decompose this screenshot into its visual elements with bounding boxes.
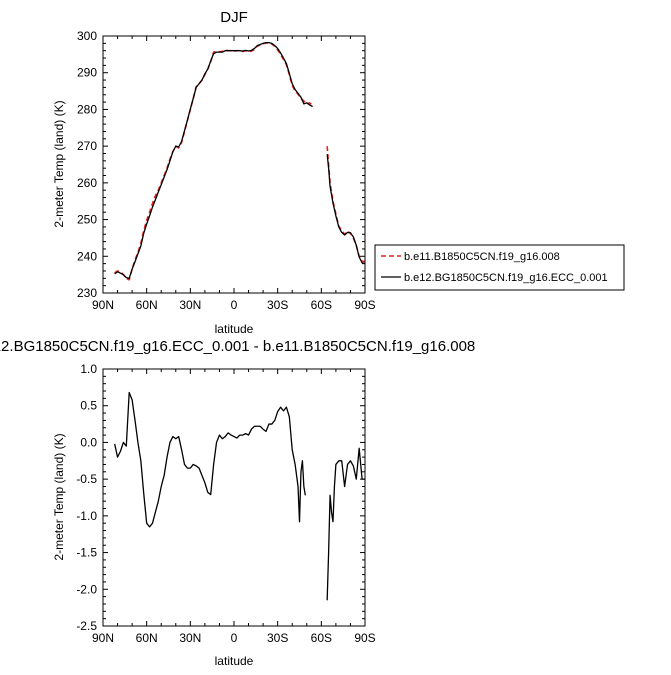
legend-box bbox=[374, 244, 625, 291]
chart-bottom-ylabel: 2-meter Temp (land) (K) bbox=[52, 433, 66, 560]
chart-top-ylabel: 2-meter Temp (land) (K) bbox=[52, 100, 66, 227]
chart-top-xlabel: latitude bbox=[215, 322, 254, 336]
legend-label-2: b.e12.BG1850C5CN.f19_g16.ECC_0.001 bbox=[404, 272, 608, 284]
x-tick-label: 0 bbox=[231, 631, 238, 645]
y-tick-label: 230 bbox=[77, 286, 97, 300]
y-tick-label: 240 bbox=[77, 249, 97, 263]
x-tick-label: 90S bbox=[354, 298, 375, 312]
x-tick-label: 60N bbox=[136, 631, 158, 645]
series-line-2-segment-1 bbox=[114, 41, 313, 279]
x-tick-label: 30S bbox=[267, 298, 288, 312]
y-tick-label: 0.0 bbox=[80, 435, 97, 449]
chart-bottom: 12.BG1850C5CN.f19_g16.ECC_0.001 - b.e11.… bbox=[0, 338, 475, 668]
y-tick-label: 270 bbox=[77, 139, 97, 153]
y-tick-label: 250 bbox=[77, 213, 97, 227]
chart-bottom-frame bbox=[102, 368, 366, 627]
chart-top-frame bbox=[102, 35, 366, 294]
y-tick-label: 260 bbox=[77, 176, 97, 190]
y-tick-label: -0.5 bbox=[76, 472, 97, 486]
x-tick-label: 30N bbox=[179, 631, 201, 645]
series-line-1-segment-2 bbox=[326, 447, 365, 601]
chart-top: DJF latitude 2-meter Temp (land) (K) 90N… bbox=[52, 9, 625, 336]
y-tick-label: -1.5 bbox=[76, 546, 97, 560]
x-tick-label: 60N bbox=[136, 298, 158, 312]
x-tick-label: 90S bbox=[354, 631, 375, 645]
y-tick-label: -1.0 bbox=[76, 509, 97, 523]
y-tick-label: 290 bbox=[77, 66, 97, 80]
x-tick-label: 30S bbox=[267, 631, 288, 645]
y-tick-label: 1.0 bbox=[80, 362, 97, 376]
chart-bottom-title: 12.BG1850C5CN.f19_g16.ECC_0.001 - b.e11.… bbox=[0, 338, 475, 355]
series-line-2-segment-2 bbox=[326, 154, 366, 265]
x-tick-label: 90N bbox=[92, 298, 114, 312]
x-tick-label: 90N bbox=[92, 631, 114, 645]
x-tick-label: 0 bbox=[231, 298, 238, 312]
x-tick-label: 60S bbox=[311, 631, 332, 645]
legend-label-1: b.e11.B1850C5CN.f19_g16.008 bbox=[404, 251, 560, 263]
series-line-1-segment-1 bbox=[114, 391, 306, 528]
y-tick-label: 280 bbox=[77, 102, 97, 116]
chart-top-legend: b.e11.B1850C5CN.f19_g16.008 b.e12.BG1850… bbox=[374, 244, 625, 291]
y-tick-label: -2.0 bbox=[76, 582, 97, 596]
y-tick-label: 0.5 bbox=[80, 399, 97, 413]
series-line-1-segment-1 bbox=[114, 42, 314, 281]
y-tick-label: 300 bbox=[77, 29, 97, 43]
chart-bottom-xlabel: latitude bbox=[215, 654, 254, 668]
x-tick-label: 30N bbox=[179, 298, 201, 312]
y-tick-label: -2.5 bbox=[76, 619, 97, 633]
chart-top-title: DJF bbox=[220, 9, 248, 26]
x-tick-label: 60S bbox=[311, 298, 332, 312]
